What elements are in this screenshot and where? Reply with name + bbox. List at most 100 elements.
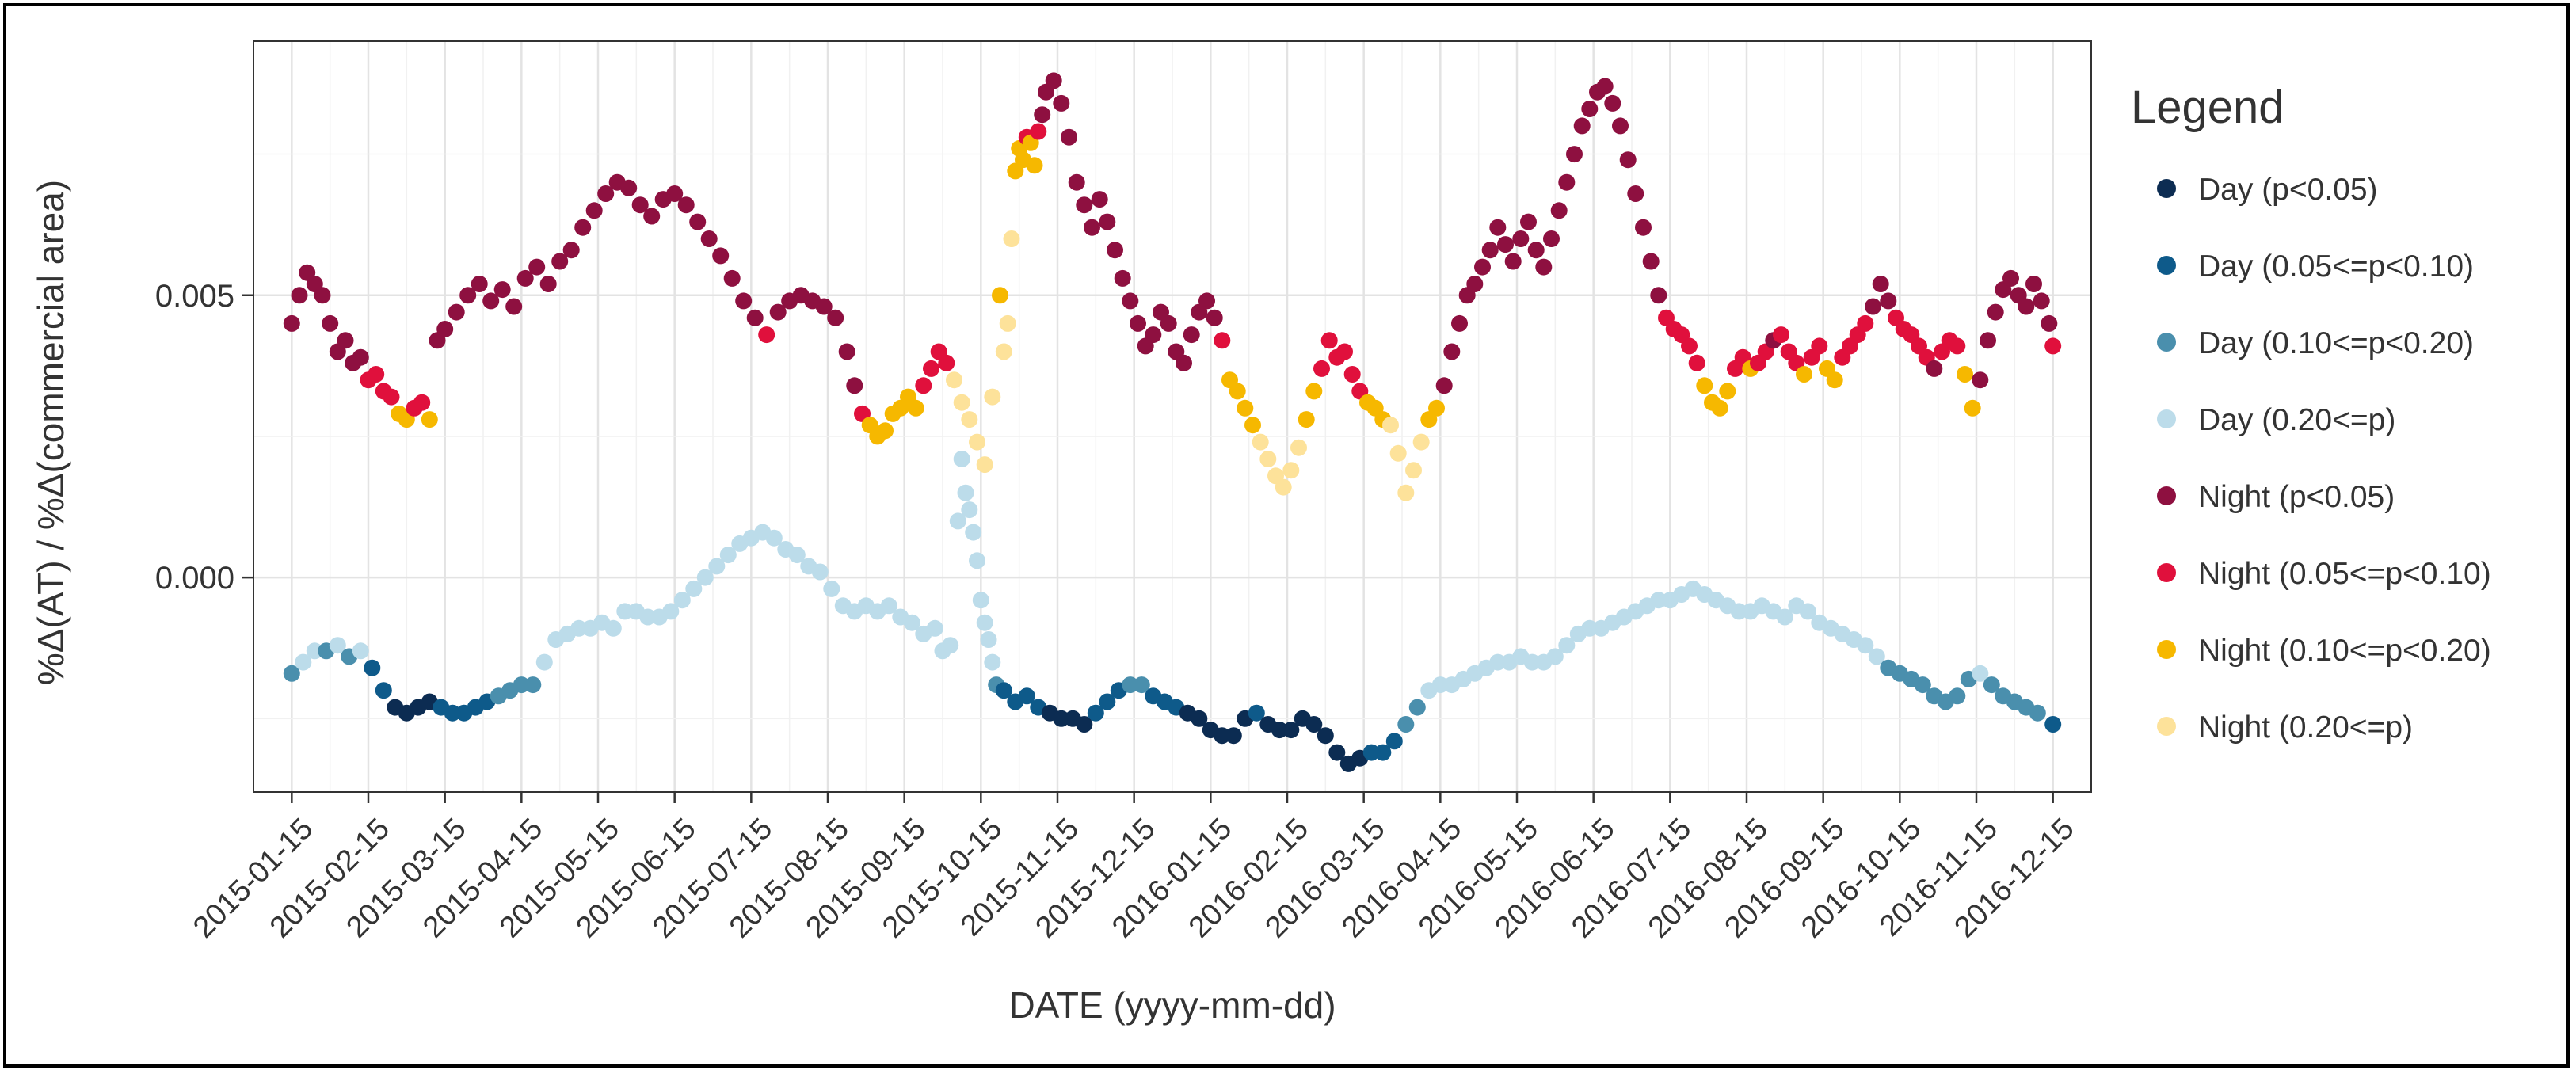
- day-point: [1776, 608, 1793, 626]
- day-point: [1076, 716, 1093, 733]
- night-point: [1176, 354, 1192, 371]
- day-point: [1730, 603, 1747, 620]
- night-point: [459, 287, 477, 304]
- night-point: [1003, 230, 1020, 247]
- night-point: [946, 371, 962, 389]
- night-point: [976, 456, 993, 474]
- day-point: [1397, 716, 1415, 733]
- legend-key: [2157, 563, 2176, 582]
- night-point: [322, 314, 339, 332]
- day-point: [616, 603, 634, 620]
- day-point: [969, 552, 985, 569]
- night-point: [907, 399, 924, 417]
- day-point: [1983, 676, 2000, 694]
- night-point: [677, 196, 695, 214]
- day-point: [972, 592, 989, 609]
- plot-panel-border: [253, 40, 2092, 793]
- night-point: [1527, 242, 1545, 259]
- y-tick-label: 0.005: [155, 279, 234, 314]
- day-point: [1374, 744, 1392, 761]
- day-point: [880, 597, 897, 615]
- legend-label: Night (0.20<=p): [2198, 710, 2413, 745]
- day-point: [1362, 744, 1380, 761]
- day-point: [1305, 716, 1323, 733]
- night-point: [969, 433, 985, 451]
- night-point: [700, 230, 718, 247]
- night-point: [1980, 332, 1996, 349]
- legend-label: Day (p<0.05): [2198, 173, 2378, 207]
- night-point: [1053, 94, 1070, 112]
- day-point: [953, 451, 970, 467]
- day-point: [1099, 693, 1116, 710]
- night-point: [1811, 337, 1828, 355]
- night-point: [1030, 123, 1047, 140]
- day-point: [1799, 603, 1816, 620]
- day-point: [984, 653, 1001, 671]
- night-point: [1627, 185, 1644, 202]
- legend: Legend Day (p<0.05) Day (0.05<=p<0.10) Day…: [2131, 82, 2491, 745]
- night-point: [735, 292, 753, 310]
- day-point: [639, 608, 657, 626]
- day-point: [1914, 676, 1931, 694]
- legend-label: Night (0.10<=p<0.20): [2198, 634, 2491, 668]
- day-point: [811, 563, 829, 581]
- y-axis-title: %Δ(AT) / %Δ(commercial area): [30, 180, 71, 685]
- grid-lines: [253, 41, 2092, 792]
- day-point: [662, 603, 680, 620]
- night-point: [1122, 292, 1139, 310]
- night-point: [1252, 433, 1269, 451]
- night-point: [1061, 128, 1077, 146]
- night-point: [562, 242, 580, 259]
- night-point: [383, 388, 400, 406]
- night-point: [620, 179, 638, 196]
- legend-label: Day (0.20<=p): [2198, 403, 2395, 437]
- night-point: [1405, 462, 1422, 479]
- day-point: [2044, 716, 2062, 733]
- night-point: [505, 298, 523, 315]
- night-point: [1099, 213, 1116, 230]
- legend-key: [2157, 256, 2176, 275]
- night-point: [1596, 78, 1614, 95]
- night-point: [2018, 298, 2035, 315]
- night-point: [1987, 303, 2004, 321]
- night-point: [1275, 478, 1292, 496]
- night-point: [1612, 117, 1629, 135]
- night-point: [1206, 309, 1223, 326]
- night-point: [643, 208, 661, 225]
- night-point: [1435, 377, 1453, 394]
- day-point: [696, 569, 714, 586]
- night-point: [689, 213, 707, 230]
- day-point: [570, 619, 588, 637]
- night-point: [2033, 292, 2050, 310]
- night-point: [352, 348, 369, 366]
- night-point: [1581, 101, 1599, 117]
- day-point: [2029, 704, 2046, 722]
- day-point: [708, 558, 726, 575]
- legend-title: Legend: [2131, 82, 2284, 133]
- day-point: [535, 653, 553, 671]
- day-point: [1650, 592, 1667, 609]
- night-point: [597, 185, 615, 202]
- night-point: [1114, 269, 1131, 287]
- night-point: [1282, 462, 1300, 479]
- night-point: [337, 332, 354, 349]
- night-point: [1298, 411, 1315, 428]
- day-point: [352, 642, 369, 660]
- legend-key: [2157, 486, 2176, 505]
- night-point: [516, 269, 534, 287]
- night-point: [1489, 219, 1507, 236]
- night-point: [1642, 253, 1660, 270]
- day-point: [1214, 727, 1231, 745]
- day-point: [719, 547, 737, 564]
- night-point: [574, 219, 592, 236]
- night-point: [995, 343, 1012, 360]
- day-point: [1087, 704, 1104, 722]
- night-point: [1566, 146, 1583, 163]
- x-axis-title: DATE (yyyy-mm-dd): [1008, 984, 1336, 1026]
- night-point: [421, 411, 438, 428]
- day-point: [685, 580, 703, 597]
- night-point: [666, 185, 684, 202]
- day-point: [1385, 733, 1403, 750]
- night-point: [551, 253, 569, 270]
- day-point: [995, 682, 1012, 699]
